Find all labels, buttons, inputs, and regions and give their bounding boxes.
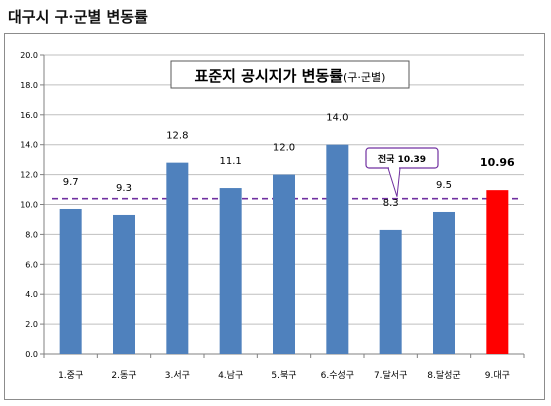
bar bbox=[59, 208, 82, 354]
reference-line-label: 전국 10.39 bbox=[378, 153, 426, 165]
data-label: 12.8 bbox=[166, 131, 188, 142]
y-tick-label: 2.0 bbox=[25, 320, 38, 329]
svg-text:표준지 공시지가 변동률(구·군별): 표준지 공시지가 변동률(구·군별) bbox=[195, 67, 386, 85]
category-label: 3.서구 bbox=[165, 370, 190, 381]
bar bbox=[273, 174, 295, 354]
data-label: 11.1 bbox=[220, 156, 242, 167]
bar bbox=[166, 162, 189, 354]
category-label: 8.달성군 bbox=[427, 369, 460, 381]
y-tick-label: 16.0 bbox=[20, 111, 38, 120]
data-label: 8.3 bbox=[383, 198, 399, 209]
data-label: 10.96 bbox=[480, 156, 515, 169]
y-tick-label: 10.0 bbox=[20, 201, 38, 210]
category-label: 6.수성구 bbox=[321, 370, 354, 381]
y-tick-label: 8.0 bbox=[25, 230, 38, 239]
category-label: 1.중구 bbox=[58, 370, 83, 381]
bar bbox=[486, 190, 509, 354]
data-label: 9.7 bbox=[63, 177, 79, 188]
y-tick-label: 18.0 bbox=[20, 81, 38, 90]
data-label: 12.0 bbox=[273, 143, 295, 154]
chart-title-box bbox=[170, 60, 410, 89]
chart-title: 표준지 공시지가 변동률 bbox=[195, 67, 344, 85]
y-tick-label: 6.0 bbox=[25, 260, 38, 269]
category-label: 4.남구 bbox=[218, 370, 243, 381]
bars bbox=[59, 144, 509, 354]
bar bbox=[326, 144, 349, 354]
y-tick-label: 12.0 bbox=[20, 171, 38, 180]
data-label: 9.5 bbox=[436, 180, 452, 191]
reference-callout-box bbox=[365, 147, 439, 169]
data-label: 9.3 bbox=[116, 183, 132, 194]
bar bbox=[379, 229, 402, 354]
y-tick-label: 14.0 bbox=[20, 141, 38, 150]
data-label: 14.0 bbox=[326, 113, 348, 124]
bar bbox=[219, 188, 242, 354]
category-label: 7.달서구 bbox=[374, 369, 407, 381]
bar bbox=[433, 211, 455, 354]
chart-title-group: 표준지 공시지가 변동률(구·군별) bbox=[170, 60, 410, 89]
chart-title-suffix: (구·군별) bbox=[343, 71, 385, 84]
labels: 9.7 1.중구 9.3 2.동구 12.8 3.서구 11.1 4.남구 12.0 5.북구 14… bbox=[58, 113, 515, 381]
y-tick-label: 0.0 bbox=[25, 350, 38, 359]
y-tick-label: 4.0 bbox=[25, 290, 38, 299]
category-label: 2.동구 bbox=[111, 370, 136, 381]
category-label: 5.북구 bbox=[271, 370, 296, 381]
page-heading: 대구시 구·군별 변동률 bbox=[8, 8, 148, 26]
category-label: 9.대구 bbox=[485, 370, 510, 381]
y-tick-label: 20.0 bbox=[20, 51, 38, 60]
reference-callout-pointer bbox=[387, 167, 401, 197]
bar bbox=[113, 214, 135, 354]
